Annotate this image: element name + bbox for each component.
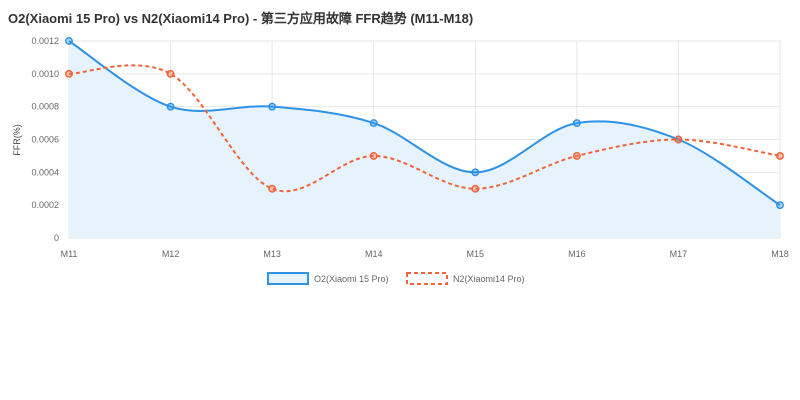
y-tick-label: 0.0002 [31,200,59,210]
series-line-1 [68,40,781,207]
chart-title: O2(Xiaomi 15 Pro) vs N2(Xiaomi14 Pro) - … [8,11,474,26]
x-tick-label: M14 [365,249,383,259]
series-area-1 [69,41,780,238]
y-tick-label: 0.0004 [31,167,59,177]
data-point [776,201,784,210]
data-point [471,184,480,193]
data-points [65,37,784,210]
data-point [369,119,378,128]
y-tick-label: 0.0010 [31,69,59,79]
data-point [572,119,581,128]
legend-swatch-2 [406,272,448,285]
data-point [572,151,581,160]
y-axis-ticks: 0 0.0002 0.0004 0.0006 0.0008 0.0010 0.0012 [31,36,59,243]
data-point [674,135,683,144]
data-point [166,102,175,111]
y-tick-label: 0.0012 [31,36,59,46]
y-tick-label: 0 [54,233,59,243]
x-tick-label: M11 [61,249,78,259]
series-lines [68,40,781,207]
x-axis-ticks: M11 M12 M13 M14 M15 M16 M17 M18 [61,249,789,259]
data-point [369,151,378,160]
legend: O2(Xiaomi 15 Pro) N2(Xiaomi14 Pro) [267,272,525,285]
y-axis-label: FFR(%) [12,124,22,156]
x-tick-label: M15 [467,249,485,259]
data-point [65,37,73,45]
y-tick-label: 0.0006 [31,135,59,145]
legend-swatch-1 [267,272,309,285]
data-point [166,69,175,78]
data-point [268,102,277,111]
data-point [268,184,277,193]
x-tick-label: M13 [263,249,281,259]
x-tick-label: M12 [162,249,180,259]
x-tick-label: M17 [670,249,688,259]
x-tick-label: M18 [771,249,789,259]
data-point [471,168,480,177]
data-point [65,69,73,78]
legend-label-1: O2(Xiaomi 15 Pro) [314,274,389,284]
area-fills [69,41,780,238]
legend-label-2: N2(Xiaomi14 Pro) [453,274,525,284]
data-point [776,151,784,160]
x-tick-label: M16 [568,249,586,259]
series-line-2 [68,64,781,193]
y-tick-label: 0.0008 [31,102,59,112]
